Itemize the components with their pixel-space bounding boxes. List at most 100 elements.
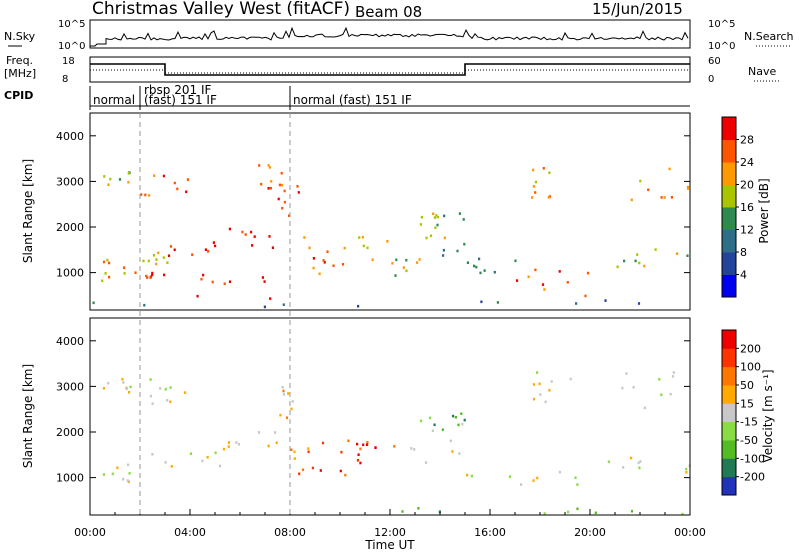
data-cell-17 (206, 455, 209, 459)
data-cell-52 (153, 174, 156, 177)
data-cell-122 (625, 372, 628, 375)
data-cell-130 (417, 507, 420, 510)
data-cell-87 (312, 266, 315, 270)
data-cell-124 (420, 215, 423, 219)
data-cell-9 (118, 178, 122, 181)
freq-tick-top: 18 (62, 56, 75, 67)
data-cell-133 (594, 511, 597, 515)
colorbar-swatch (722, 403, 736, 423)
data-cell-85 (322, 259, 325, 262)
colorbar-swatch (722, 162, 736, 185)
nsky-panel: N.Sky 10^5 10^0 10^5 10^0 N.Search (4, 19, 794, 52)
x-tick-label: 08:00 (274, 526, 306, 539)
data-cell-117 (436, 215, 439, 219)
data-cell-84 (463, 418, 466, 422)
data-cell-160 (542, 167, 545, 170)
data-cell-137 (543, 288, 546, 291)
data-cell-136 (584, 294, 587, 298)
data-cell-58 (339, 469, 342, 473)
data-cell-18 (134, 271, 137, 274)
data-cell-38 (212, 241, 215, 244)
data-cell-120 (643, 406, 646, 410)
y-tick-label: 2000 (56, 426, 84, 439)
data-cell-36 (214, 244, 217, 248)
data-cell-1 (127, 463, 130, 467)
data-cell-30 (227, 445, 230, 448)
data-cell-49 (173, 181, 176, 185)
data-cell-99 (470, 474, 473, 478)
data-cell-161 (686, 185, 690, 189)
data-cell-74 (268, 166, 272, 169)
data-cell-17 (151, 273, 154, 277)
y-tick-label: 4000 (56, 130, 84, 143)
nsky-tick-top: 10^5 (58, 19, 85, 30)
data-cell-113 (442, 248, 445, 252)
data-cell-127 (473, 264, 476, 268)
data-cell-89 (457, 423, 460, 427)
data-cell-92 (576, 483, 579, 486)
data-cell-30 (162, 256, 165, 259)
data-cell-177 (496, 301, 499, 304)
time-x-axis: 00:00 04:00 08:00 12:00 16:00 20:00 00:00 (74, 509, 706, 539)
data-cell-118 (433, 216, 436, 219)
colorbar-swatch (722, 366, 736, 386)
freq-tick-bottom: 8 (62, 74, 68, 85)
data-cell-109 (419, 223, 422, 226)
data-cell-167 (670, 196, 673, 199)
plot-title: Christmas Valley West (fitACF) (92, 0, 350, 19)
data-cell-111 (548, 389, 551, 392)
data-cell-33 (184, 391, 187, 394)
colorbar-swatch (722, 458, 736, 478)
data-cell-110 (425, 236, 428, 240)
data-cell-58 (196, 294, 199, 298)
data-cell-62 (228, 280, 232, 283)
freq-unit-label: [MHz] (4, 67, 36, 80)
data-cell-24 (151, 453, 154, 456)
data-cell-46 (268, 235, 271, 238)
data-cell-131 (479, 271, 482, 275)
data-cell-116 (544, 400, 547, 404)
data-cell-42 (287, 392, 290, 395)
beam-label: Beam 08 (355, 3, 422, 21)
data-cell-60 (263, 280, 266, 283)
data-cell-91 (361, 235, 364, 239)
data-cell-102 (638, 466, 641, 470)
colorbar-swatch (722, 252, 736, 275)
data-cell-7 (106, 258, 109, 262)
data-cell-73 (267, 187, 270, 190)
data-cell-55 (290, 448, 293, 452)
data-cell-111 (435, 214, 438, 217)
data-cell-86 (454, 416, 457, 419)
data-cell-59 (269, 297, 272, 300)
colorbar-swatch (722, 184, 736, 208)
data-cell-31 (147, 259, 150, 263)
data-cell-82 (420, 419, 423, 423)
data-cell-72 (366, 443, 369, 446)
colorbar-swatch (722, 476, 736, 496)
data-cell-56 (176, 187, 179, 191)
data-cell-129 (630, 509, 634, 513)
data-cell-33 (167, 254, 171, 257)
velocity-y-axis: 4000 3000 2000 1000 (56, 335, 690, 485)
data-cell-94 (332, 264, 335, 267)
data-cell-127 (658, 378, 661, 381)
colorbar-tick-label: 20 (740, 179, 754, 192)
data-cell-24 (155, 262, 158, 266)
data-cell-10 (127, 180, 130, 184)
data-cell-29 (235, 441, 238, 444)
data-cell-3 (123, 272, 126, 275)
data-cell-81 (431, 429, 434, 433)
data-cell-134 (516, 279, 519, 282)
data-cell-12 (127, 172, 130, 175)
data-cell-75 (451, 450, 454, 453)
colorbar-swatch (722, 274, 736, 298)
data-cell-151 (638, 261, 641, 265)
data-cell-86 (326, 250, 329, 253)
data-cell-88 (460, 412, 463, 415)
data-cell-105 (405, 258, 408, 262)
data-cell-145 (636, 253, 639, 256)
data-cell-144 (643, 264, 646, 268)
data-cell-51 (140, 193, 143, 196)
data-cell-126 (660, 393, 663, 397)
data-cell-90 (312, 257, 315, 260)
